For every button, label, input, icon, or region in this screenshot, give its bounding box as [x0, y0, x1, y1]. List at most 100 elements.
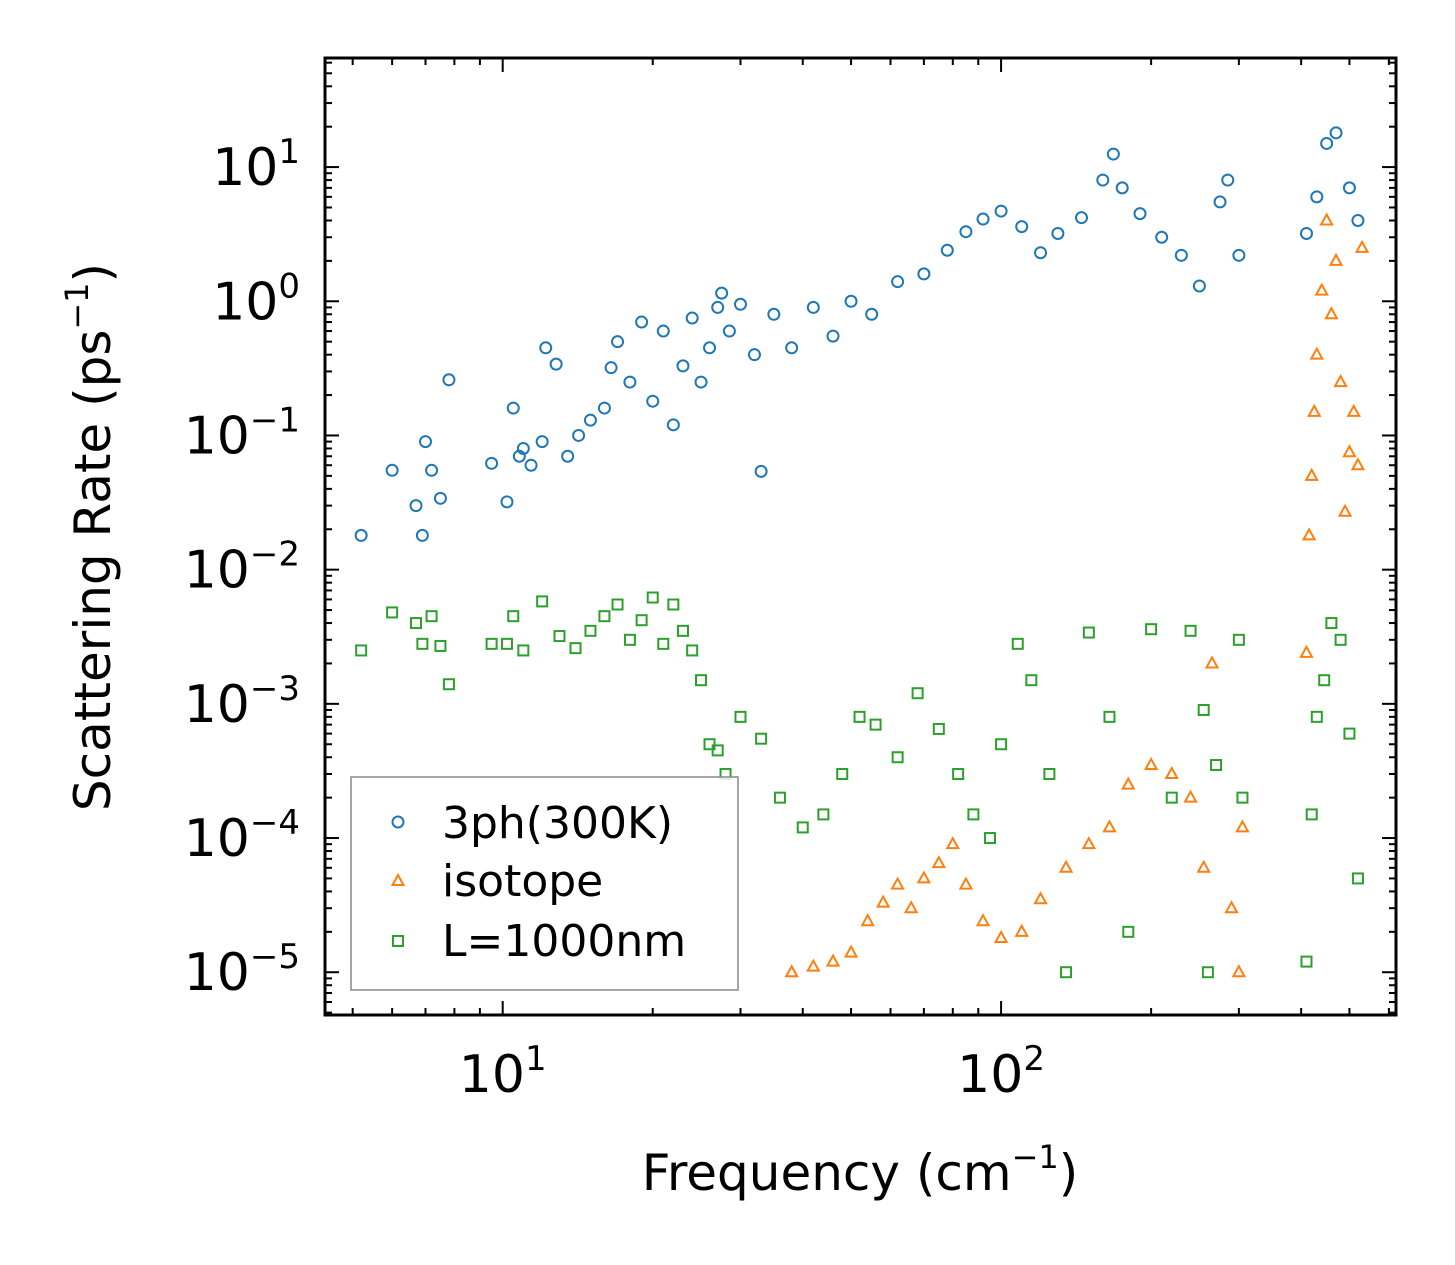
point-1-19 [1121, 776, 1136, 790]
point-2-13 [569, 642, 582, 655]
legend-marker-3ph [391, 815, 405, 829]
y-tick-label-1-base: 10 [212, 272, 278, 332]
point-0-5 [425, 463, 439, 477]
point-0-35 [733, 297, 747, 311]
point-0-25 [646, 394, 660, 408]
point-0-28 [676, 359, 690, 373]
point-2-59 [1305, 808, 1318, 821]
point-2-2 [410, 617, 423, 630]
point-1-25 [1224, 900, 1239, 914]
point-1-29 [1301, 527, 1317, 541]
y-tick-label-4: 10−3 [184, 669, 300, 735]
point-0-8 [485, 456, 499, 470]
point-2-23 [686, 644, 699, 657]
point-1-39 [1342, 444, 1357, 458]
point-0-54 [1096, 173, 1110, 187]
point-1-5 [875, 894, 891, 908]
point-0-52 [1051, 226, 1065, 240]
point-0-53 [1075, 211, 1089, 225]
point-0-7 [442, 373, 456, 387]
point-0-38 [767, 307, 781, 321]
point-2-4 [425, 610, 438, 623]
y-tick-label-6-exp: −5 [250, 937, 300, 977]
y-axis-title: Scattering Rate (ps−1) [58, 263, 122, 811]
point-0-60 [1192, 279, 1206, 293]
point-0-26 [656, 324, 670, 338]
point-2-40 [967, 808, 980, 821]
point-1-23 [1196, 859, 1211, 873]
point-1-37 [1333, 373, 1348, 388]
series-1 [784, 212, 1370, 978]
plot-frame [323, 56, 1398, 1017]
point-2-1 [386, 606, 399, 619]
legend-label-3ph: 3ph(300K) [442, 798, 673, 849]
point-0-31 [703, 341, 717, 355]
point-0-49 [994, 204, 1008, 218]
point-1-42 [1354, 239, 1370, 253]
point-2-21 [667, 598, 680, 611]
point-2-38 [932, 722, 945, 735]
point-0-16 [549, 357, 563, 371]
point-1-24 [1204, 655, 1220, 669]
point-0-23 [623, 375, 637, 389]
x-axis-title: Frequency (cm−1) [642, 1138, 1079, 1202]
y-tick-label-2: 10−1 [184, 400, 300, 466]
point-0-4 [418, 435, 432, 449]
point-2-8 [500, 637, 513, 650]
point-0-10 [506, 401, 520, 415]
point-2-47 [1082, 626, 1095, 639]
point-0-48 [976, 212, 990, 226]
point-2-26 [711, 744, 724, 757]
y-tick-label-5: 10−4 [184, 803, 300, 869]
legend-marker-isotope [390, 872, 406, 886]
point-0-51 [1034, 246, 1048, 260]
point-1-17 [1081, 836, 1097, 850]
y-axis-title-base: Scattering Rate (ps [64, 330, 122, 811]
point-1-10 [945, 836, 960, 850]
point-0-43 [865, 307, 879, 321]
point-1-36 [1328, 252, 1344, 266]
point-0-20 [597, 401, 611, 415]
point-0-63 [1232, 248, 1246, 262]
point-0-24 [635, 315, 649, 329]
point-2-16 [611, 598, 624, 611]
point-2-44 [1025, 674, 1038, 687]
x-axis-title-tail: ) [1059, 1144, 1079, 1202]
point-2-48 [1103, 710, 1116, 723]
y-tick-label-5-base: 10 [184, 809, 250, 869]
point-0-18 [572, 428, 586, 442]
y-axis-title-tail: ) [64, 263, 122, 283]
point-0-59 [1174, 248, 1188, 262]
y-tick-label-4-base: 10 [184, 675, 250, 735]
point-1-41 [1350, 457, 1366, 471]
point-2-9 [507, 610, 520, 623]
y-tick-label-3-base: 10 [184, 541, 250, 601]
point-0-1 [385, 463, 399, 477]
point-2-63 [1334, 633, 1347, 646]
point-2-34 [853, 710, 866, 723]
y-tick-label-3-exp: −2 [250, 535, 300, 575]
point-0-37 [754, 464, 768, 478]
point-0-67 [1329, 126, 1343, 140]
point-0-40 [806, 300, 820, 314]
point-2-46 [1060, 966, 1073, 979]
y-tick-label-1: 100 [212, 266, 300, 332]
point-1-18 [1102, 819, 1117, 833]
series-0 [354, 126, 1365, 542]
point-0-22 [611, 335, 625, 349]
point-2-3 [416, 637, 429, 650]
point-2-5 [434, 639, 447, 652]
point-0-65 [1310, 190, 1324, 204]
y-tick-label-0: 101 [212, 132, 300, 198]
point-1-26 [1231, 964, 1247, 978]
point-0-57 [1133, 207, 1147, 221]
point-2-65 [1351, 872, 1364, 885]
point-0-47 [959, 225, 973, 239]
point-2-7 [485, 637, 498, 650]
point-1-13 [993, 929, 1009, 943]
point-2-11 [536, 595, 549, 608]
point-2-33 [836, 768, 849, 781]
point-2-30 [773, 791, 786, 804]
point-2-49 [1122, 925, 1135, 938]
